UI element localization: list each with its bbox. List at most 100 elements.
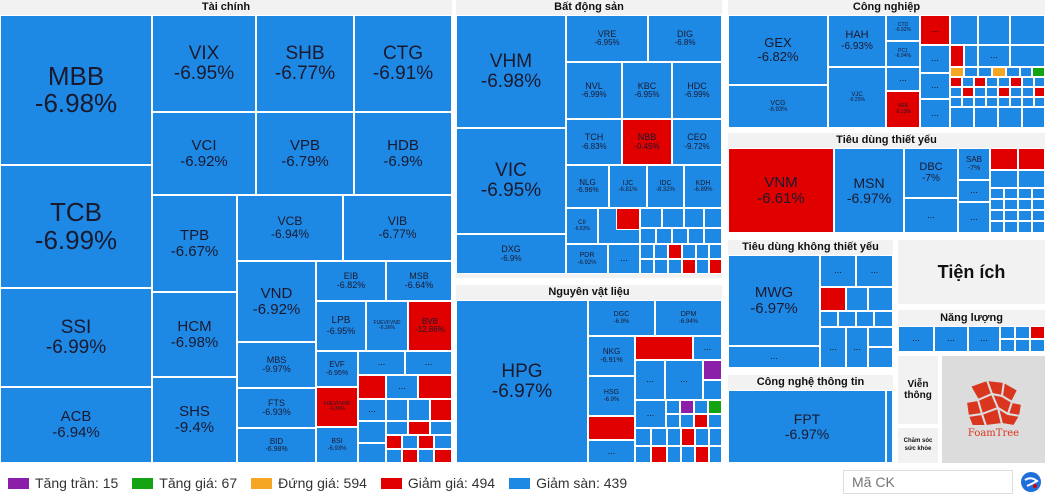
tile-small[interactable] bbox=[1034, 97, 1045, 107]
tile-small[interactable] bbox=[666, 400, 680, 414]
tile-more-fin-2[interactable]: ... bbox=[405, 351, 452, 375]
tile-small[interactable] bbox=[408, 399, 430, 421]
tile-small[interactable] bbox=[418, 449, 434, 463]
tile-more-fin-1[interactable]: ... bbox=[358, 351, 405, 375]
tile-dpm[interactable]: DPM -6.94% bbox=[655, 300, 722, 336]
tile-more-ind-6[interactable]: ... bbox=[920, 99, 950, 128]
tile-small[interactable] bbox=[990, 221, 1004, 233]
tile-small[interactable] bbox=[667, 428, 681, 446]
tile-vcg[interactable]: VCG -6.93% bbox=[728, 85, 828, 128]
tile-small[interactable] bbox=[402, 449, 418, 463]
tile-small[interactable] bbox=[640, 259, 654, 274]
tile-small[interactable] bbox=[962, 77, 974, 87]
tile-more-mat-5[interactable]: ... bbox=[635, 400, 666, 428]
tile-vic[interactable]: VIC -6.95% bbox=[456, 128, 566, 234]
tile-more-disc-1[interactable]: ... bbox=[728, 346, 820, 368]
tile-small[interactable] bbox=[1010, 45, 1045, 67]
tile-pdr[interactable]: PDR -6.92% bbox=[566, 244, 608, 274]
tile-small[interactable] bbox=[1018, 148, 1045, 170]
tile-vea[interactable]: VEA -6.13% bbox=[886, 91, 920, 128]
tile-idc[interactable]: IDC -8.32% bbox=[647, 165, 684, 208]
tile-small[interactable] bbox=[1004, 221, 1018, 233]
tile-vci[interactable]: VCI -6.92% bbox=[152, 112, 256, 195]
tile-vjc[interactable]: VJC -6.25% bbox=[828, 67, 886, 128]
tile-small[interactable] bbox=[430, 421, 452, 435]
tile-small[interactable] bbox=[1015, 326, 1030, 339]
tile-more-fin-3[interactable]: ... bbox=[386, 375, 418, 399]
tile-vpb[interactable]: VPB -6.79% bbox=[256, 112, 354, 195]
tile-cii[interactable]: CII -6.83% bbox=[566, 208, 598, 244]
tile-small[interactable] bbox=[402, 435, 418, 449]
tile-small[interactable] bbox=[990, 199, 1004, 210]
tile-small[interactable] bbox=[640, 244, 654, 259]
app-logo-icon[interactable] bbox=[1021, 472, 1041, 492]
tile-vre[interactable]: VRE -6.95% bbox=[566, 15, 648, 62]
tile-small[interactable] bbox=[1022, 87, 1034, 97]
tile-small[interactable] bbox=[681, 428, 695, 446]
tile-small[interactable] bbox=[386, 399, 408, 421]
tile-small[interactable] bbox=[1034, 77, 1045, 87]
tile-more-ind-2[interactable]: ... bbox=[920, 15, 950, 45]
tile-small[interactable] bbox=[1006, 67, 1020, 77]
tile-small[interactable] bbox=[696, 259, 709, 274]
tile-small[interactable] bbox=[654, 259, 668, 274]
tile-bid[interactable]: BID -6.98% bbox=[237, 428, 316, 463]
tile-small[interactable] bbox=[1030, 326, 1045, 339]
tile-small[interactable] bbox=[709, 428, 722, 446]
tile-small[interactable] bbox=[950, 97, 962, 107]
tile-lpb[interactable]: LPB -6.95% bbox=[316, 301, 366, 351]
tile-small[interactable] bbox=[682, 244, 696, 259]
tile-more-re-1[interactable]: ... bbox=[608, 244, 640, 274]
tile-small[interactable] bbox=[974, 97, 986, 107]
tile-small[interactable] bbox=[434, 435, 452, 449]
tile-small[interactable] bbox=[1018, 210, 1032, 221]
tile-small[interactable] bbox=[709, 244, 722, 259]
tile-tpb[interactable]: TPB -6.67% bbox=[152, 195, 237, 292]
tile-small[interactable] bbox=[1022, 97, 1034, 107]
sector-tien-ich[interactable]: Tiện ích bbox=[898, 240, 1045, 304]
tile-small[interactable] bbox=[680, 414, 694, 428]
tile-nlg[interactable]: NLG -6.96% bbox=[566, 165, 609, 208]
tile-more-cons-1[interactable]: ... bbox=[904, 198, 958, 233]
tile-more-mat-3[interactable]: ... bbox=[665, 360, 703, 400]
tile-small[interactable] bbox=[635, 446, 651, 463]
tile-bsi[interactable]: BSI -6.93% bbox=[316, 427, 358, 463]
tile-msb[interactable]: MSB -6.64% bbox=[386, 261, 452, 301]
tile-small[interactable] bbox=[1032, 221, 1045, 233]
tile-small[interactable] bbox=[950, 107, 974, 128]
tile-hcm[interactable]: HCM -6.98% bbox=[152, 292, 237, 377]
tile-more-ind-5[interactable]: ... bbox=[920, 73, 950, 99]
tile-small[interactable] bbox=[1004, 199, 1018, 210]
tile-small[interactable] bbox=[964, 45, 978, 67]
tile-small[interactable] bbox=[703, 360, 722, 380]
tile-dxg[interactable]: DXG -6.9% bbox=[456, 234, 566, 274]
tile-vnd[interactable]: VND -6.92% bbox=[237, 261, 316, 342]
tile-more-disc-5[interactable]: ... bbox=[846, 327, 868, 368]
tile-kdh[interactable]: KDH -6.89% bbox=[684, 165, 722, 208]
tile-small[interactable] bbox=[874, 311, 893, 327]
tile-hdc[interactable]: HDC -6.99% bbox=[672, 62, 722, 119]
tile-dig[interactable]: DIG -6.8% bbox=[648, 15, 722, 62]
tile-ctg[interactable]: CTG -6.91% bbox=[354, 15, 452, 112]
tile-small[interactable] bbox=[990, 148, 1018, 170]
tile-small[interactable] bbox=[1034, 87, 1045, 97]
tile-small[interactable] bbox=[684, 208, 704, 228]
tile-small[interactable] bbox=[868, 347, 893, 368]
tile-small[interactable] bbox=[656, 228, 672, 244]
tile-small[interactable] bbox=[696, 244, 709, 259]
tile-small[interactable] bbox=[990, 210, 1004, 221]
tile-vib[interactable]: VIB -6.77% bbox=[343, 195, 452, 261]
tile-small[interactable] bbox=[1032, 199, 1045, 210]
tile-small[interactable] bbox=[430, 399, 452, 421]
tile-fpt[interactable]: FPT -6.97% bbox=[728, 390, 886, 463]
tile-nkg[interactable]: NKG -6.91% bbox=[588, 336, 635, 376]
tile-small[interactable] bbox=[666, 414, 680, 428]
tile-small[interactable] bbox=[695, 446, 709, 463]
tile-eib[interactable]: EIB -6.82% bbox=[316, 261, 386, 301]
tile-small[interactable] bbox=[680, 400, 694, 414]
tile-small[interactable] bbox=[998, 107, 1022, 128]
tile-small[interactable] bbox=[688, 228, 704, 244]
tile-small[interactable] bbox=[1020, 67, 1032, 77]
tile-small[interactable] bbox=[950, 77, 962, 87]
tile-more-energy-3[interactable]: ... bbox=[968, 326, 1000, 352]
